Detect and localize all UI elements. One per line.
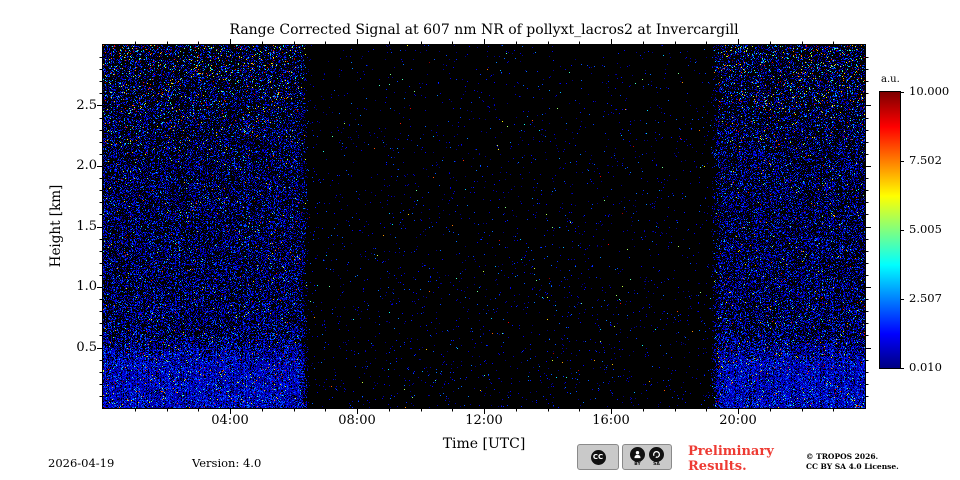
colorbar-tick-label: 0.010 <box>909 360 942 374</box>
x-axis-label: Time [UTC] <box>442 436 526 452</box>
x-tick-label: 20:00 <box>719 413 757 428</box>
copyright-line-1: © TROPOS 2026. <box>806 452 879 461</box>
cc-license-badge: CC BY SA <box>577 444 672 470</box>
x-tick-label: 04:00 <box>211 413 249 428</box>
y-tick-label: 2.5 <box>76 97 97 113</box>
colorbar-unit-label: a.u. <box>881 74 900 85</box>
colorbar-tick-label: 2.507 <box>909 291 942 305</box>
copyright-label: © TROPOS 2026. CC BY SA 4.0 License. <box>806 452 899 472</box>
y-tick-label: 1.0 <box>76 279 97 294</box>
colorbar-tick-label: 7.502 <box>909 153 942 167</box>
y-tick-label: 2.0 <box>76 158 97 173</box>
chart-title: Range Corrected Signal at 607 nm NR of p… <box>229 22 739 38</box>
version-label: Version: 4.0 <box>192 456 262 470</box>
x-tick-label: 12:00 <box>465 413 503 428</box>
cc-by-label: BY <box>634 461 641 467</box>
preliminary-results-label: Preliminary Results. <box>688 444 774 474</box>
y-tick-label: 0.5 <box>76 339 97 355</box>
cc-by-sa-box: BY SA <box>622 444 672 470</box>
copyright-line-2: CC BY SA 4.0 License. <box>806 462 899 472</box>
colorbar-tick-label: 5.005 <box>909 222 942 236</box>
cc-sa-label: SA <box>653 461 660 467</box>
heatmap-canvas <box>103 45 865 408</box>
y-tick-label: 1.5 <box>76 218 97 234</box>
colorbar-tick-label: 10.000 <box>909 84 950 98</box>
x-tick-label: 08:00 <box>338 413 376 428</box>
colorbar-canvas <box>880 92 900 368</box>
cc-sa-arrow-icon <box>649 446 664 462</box>
cc-by-person-icon <box>630 446 645 462</box>
x-tick-label: 16:00 <box>592 413 630 428</box>
cc-logo-box: CC <box>577 444 619 470</box>
cc-logo-icon: CC <box>590 449 606 465</box>
measurement-date-label: 2026-04-19 <box>48 456 115 470</box>
